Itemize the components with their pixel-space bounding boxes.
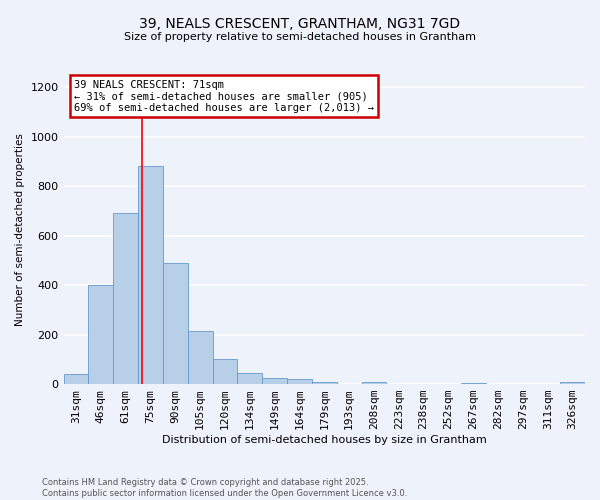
Bar bbox=[461, 383, 485, 384]
Text: 39 NEALS CRESCENT: 71sqm
← 31% of semi-detached houses are smaller (905)
69% of : 39 NEALS CRESCENT: 71sqm ← 31% of semi-d… bbox=[74, 80, 374, 113]
Y-axis label: Number of semi-detached properties: Number of semi-detached properties bbox=[15, 133, 25, 326]
X-axis label: Distribution of semi-detached houses by size in Grantham: Distribution of semi-detached houses by … bbox=[162, 435, 487, 445]
Text: Contains HM Land Registry data © Crown copyright and database right 2025.
Contai: Contains HM Land Registry data © Crown c… bbox=[42, 478, 407, 498]
Bar bbox=[312, 382, 337, 384]
Bar bbox=[163, 263, 188, 384]
Bar bbox=[362, 382, 386, 384]
Bar bbox=[113, 214, 138, 384]
Bar bbox=[238, 373, 262, 384]
Bar bbox=[560, 382, 585, 384]
Bar bbox=[88, 285, 113, 384]
Bar bbox=[138, 166, 163, 384]
Bar bbox=[262, 378, 287, 384]
Text: 39, NEALS CRESCENT, GRANTHAM, NG31 7GD: 39, NEALS CRESCENT, GRANTHAM, NG31 7GD bbox=[139, 18, 461, 32]
Bar bbox=[188, 331, 212, 384]
Bar bbox=[212, 360, 238, 384]
Bar bbox=[287, 379, 312, 384]
Text: Size of property relative to semi-detached houses in Grantham: Size of property relative to semi-detach… bbox=[124, 32, 476, 42]
Bar bbox=[64, 374, 88, 384]
